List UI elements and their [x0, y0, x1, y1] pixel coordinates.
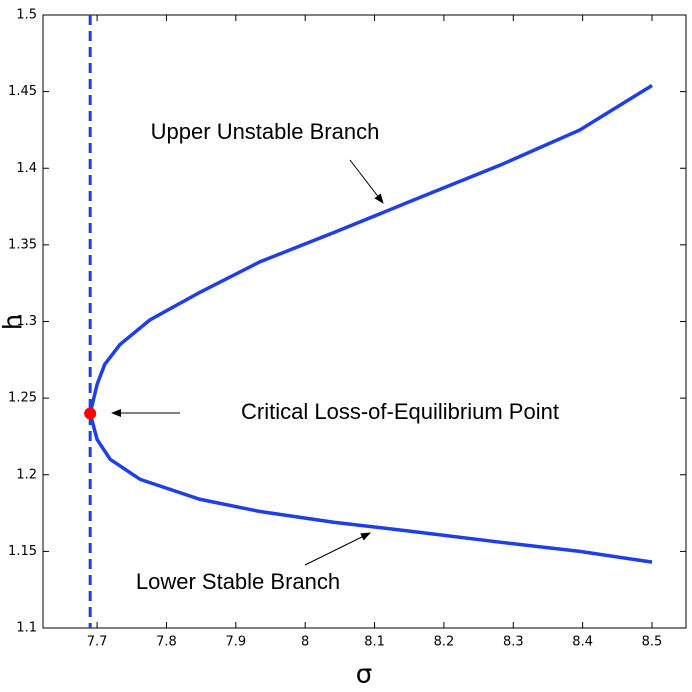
annotation: Upper Unstable Branch — [151, 119, 380, 144]
x-tick-label: 8.2 — [434, 635, 455, 650]
y-tick-label: 1.15 — [8, 544, 37, 559]
y-axis-label: h — [0, 314, 29, 330]
y-tick-label: 1.35 — [8, 237, 37, 252]
x-tick-label: 8.4 — [572, 635, 593, 650]
y-tick-label: 1.45 — [8, 84, 37, 99]
y-tick-label: 1.25 — [8, 391, 37, 406]
y-tick-label: 1.5 — [16, 8, 37, 23]
annotation-arrow — [349, 159, 384, 204]
x-tick-label: 7.8 — [156, 635, 177, 650]
y-tick-label: 1.2 — [16, 467, 37, 482]
x-tick-label: 8 — [301, 635, 309, 650]
x-tick-label: 8.3 — [503, 635, 524, 650]
x-tick-label: 8.5 — [642, 635, 663, 650]
critical-point — [84, 407, 97, 420]
y-tick-label: 1.1 — [16, 621, 37, 636]
y-tick-label: 1.3 — [16, 314, 37, 329]
equilibrium-curve — [88, 84, 653, 564]
annotation: Lower Stable Branch — [136, 569, 340, 594]
x-tick-label: 7.9 — [225, 635, 246, 650]
annotation: Critical Loss-of-Equilibrium Point — [241, 399, 559, 424]
annotation-arrow — [304, 532, 371, 566]
x-tick-label: 8.1 — [364, 635, 385, 650]
x-axis-label: σ — [356, 660, 372, 690]
y-tick-label: 1.4 — [16, 161, 37, 176]
x-tick-label: 7.7 — [87, 635, 108, 650]
